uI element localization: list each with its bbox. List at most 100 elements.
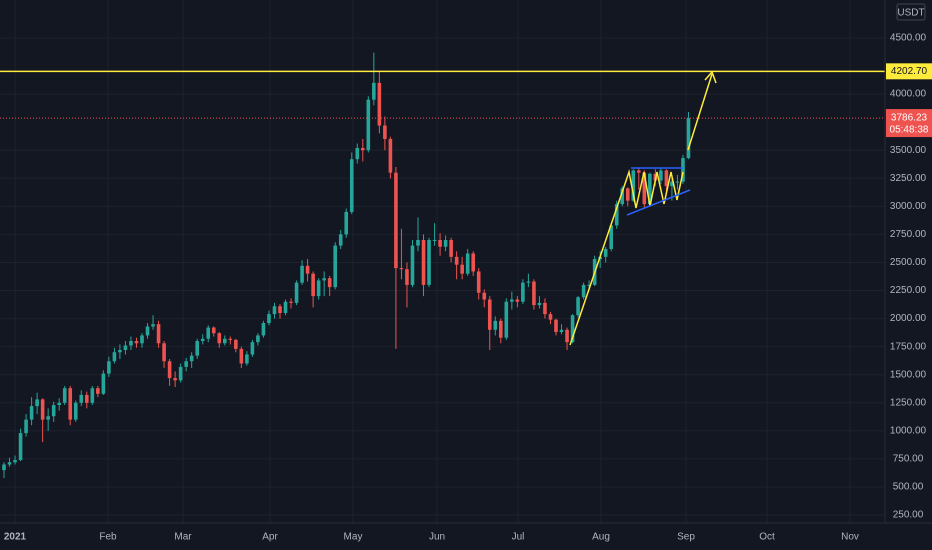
x-tick-label: Sep bbox=[677, 532, 695, 543]
candle-body bbox=[189, 355, 194, 362]
candle-body bbox=[565, 329, 569, 343]
candle-body bbox=[278, 306, 282, 313]
candle-body bbox=[543, 302, 547, 315]
x-tick-label: Feb bbox=[99, 532, 117, 543]
candle-body bbox=[316, 280, 321, 297]
candle-body bbox=[493, 320, 498, 330]
candle-body bbox=[178, 366, 183, 381]
candle-body bbox=[361, 147, 365, 151]
candle-body bbox=[487, 299, 492, 330]
y-tick-label: 4000.00 bbox=[890, 89, 927, 100]
x-tick-label: Mar bbox=[174, 532, 192, 543]
currency-label: USDT bbox=[897, 8, 924, 19]
y-tick-label: 3250.00 bbox=[890, 173, 927, 184]
price-axis bbox=[885, 0, 932, 550]
candle-body bbox=[344, 211, 349, 235]
candle-body bbox=[18, 433, 23, 461]
y-tick-label: 250.00 bbox=[893, 510, 924, 521]
x-tick-label: May bbox=[344, 532, 363, 543]
candle-body bbox=[454, 256, 459, 265]
candle-body bbox=[85, 394, 89, 403]
candle-body bbox=[217, 333, 222, 344]
candle-body bbox=[305, 265, 310, 274]
candle-body bbox=[40, 399, 45, 420]
candle-body bbox=[294, 282, 299, 303]
last-price-label: 3786.23 bbox=[891, 113, 928, 124]
x-tick-label: 2021 bbox=[4, 532, 27, 543]
y-tick-label: 1500.00 bbox=[890, 369, 927, 380]
support-line bbox=[626, 189, 691, 216]
candle-body bbox=[261, 323, 266, 336]
candle-body bbox=[245, 354, 249, 364]
candle-body bbox=[548, 314, 553, 320]
candle-body bbox=[101, 373, 106, 394]
candle-body bbox=[681, 158, 685, 182]
arrow-head bbox=[704, 70, 717, 84]
candle-body bbox=[476, 271, 481, 293]
candle-body bbox=[134, 341, 139, 344]
candle-body bbox=[272, 306, 277, 315]
candle-body bbox=[228, 338, 233, 340]
candle-body bbox=[432, 240, 437, 242]
candle-body bbox=[151, 324, 155, 327]
y-tick-label: 2750.00 bbox=[890, 229, 927, 240]
candle-body bbox=[333, 245, 337, 288]
candle-body bbox=[13, 460, 17, 463]
candle-body bbox=[559, 329, 564, 333]
y-tick-label: 3000.00 bbox=[890, 201, 927, 212]
candle-body bbox=[355, 147, 360, 160]
candle-body bbox=[664, 170, 669, 187]
candle-body bbox=[570, 315, 575, 343]
candle-body bbox=[211, 327, 216, 334]
candle-body bbox=[631, 170, 636, 201]
target-arrow bbox=[687, 73, 713, 151]
candle-body bbox=[670, 181, 674, 187]
candle-body bbox=[96, 388, 100, 394]
y-tick-label: 1250.00 bbox=[890, 397, 927, 408]
candle-body bbox=[239, 348, 244, 364]
candle-body bbox=[510, 299, 514, 302]
candle-body bbox=[471, 253, 475, 272]
candle-body bbox=[289, 301, 293, 303]
candle-body bbox=[625, 188, 630, 201]
candle-body bbox=[29, 406, 34, 420]
grid bbox=[0, 0, 885, 523]
y-tick-label: 4500.00 bbox=[890, 33, 927, 44]
candle-body bbox=[449, 240, 453, 257]
candle-body bbox=[637, 170, 641, 173]
candle-body bbox=[2, 464, 6, 471]
candle-body bbox=[642, 172, 647, 205]
candle-body bbox=[399, 268, 404, 270]
y-tick-label: 2000.00 bbox=[890, 313, 927, 324]
candle-body bbox=[129, 341, 133, 346]
candle-body bbox=[57, 402, 61, 406]
candle-body bbox=[416, 240, 420, 246]
candle-body bbox=[123, 345, 128, 351]
candle-body bbox=[609, 225, 613, 249]
candle-body bbox=[327, 278, 332, 288]
candle-body bbox=[184, 361, 188, 367]
candle-body bbox=[338, 234, 343, 246]
y-tick-label: 500.00 bbox=[893, 482, 924, 493]
countdown-label: 05:48:38 bbox=[890, 125, 929, 136]
candle-body bbox=[68, 388, 73, 420]
candle-body bbox=[173, 378, 177, 381]
candle-body bbox=[438, 240, 442, 247]
candle-body bbox=[311, 273, 315, 297]
candle-body bbox=[377, 82, 382, 126]
candle-body bbox=[465, 253, 470, 274]
level-label: 4202.70 bbox=[891, 66, 928, 77]
candle-body bbox=[581, 284, 586, 298]
candle-body bbox=[366, 99, 371, 151]
y-tick-label: 750.00 bbox=[893, 454, 924, 465]
candle-body bbox=[405, 269, 409, 285]
candle-body bbox=[112, 352, 117, 362]
candle-body bbox=[659, 170, 663, 181]
candle-body bbox=[576, 297, 580, 316]
candle-body bbox=[24, 419, 28, 434]
candle-body bbox=[427, 240, 431, 285]
candle-body bbox=[603, 248, 608, 257]
candle-body bbox=[90, 388, 95, 403]
candle-body bbox=[283, 301, 288, 313]
